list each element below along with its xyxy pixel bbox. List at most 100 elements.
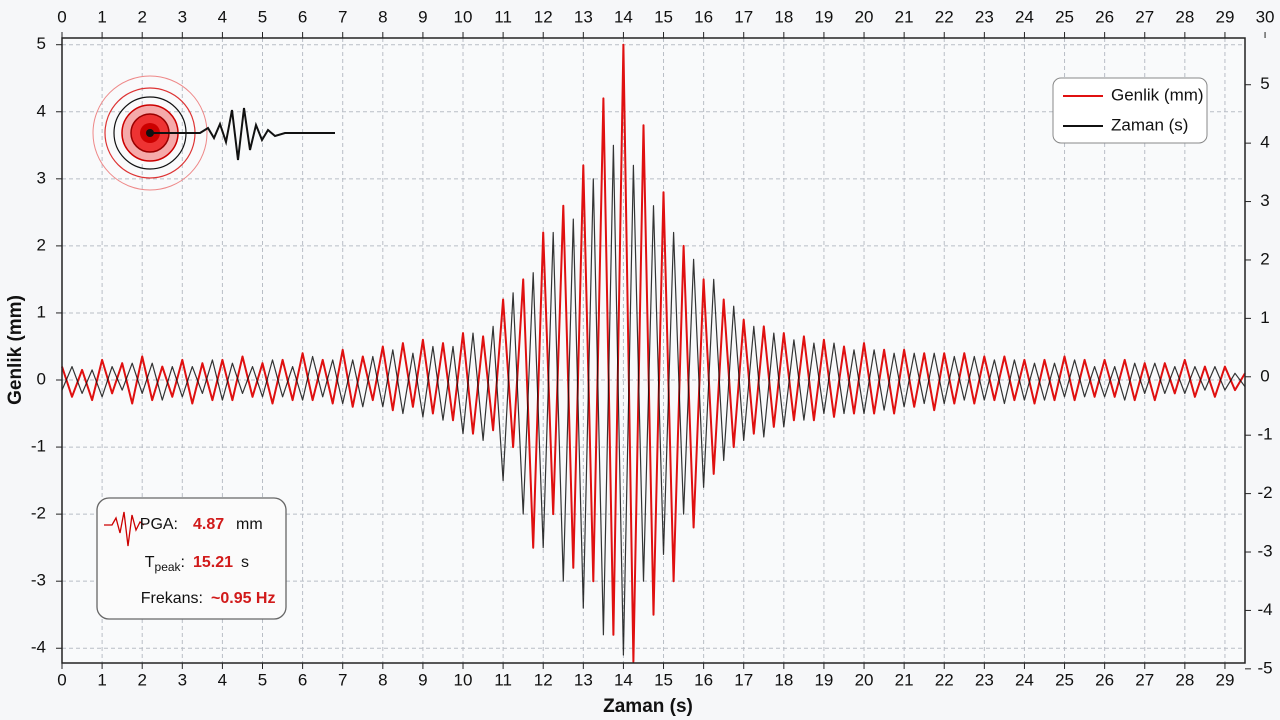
x2-tick-label: 26 <box>1095 7 1114 26</box>
y2-tick-label: 4 <box>1260 133 1269 152</box>
x2-tick-label: 21 <box>895 7 914 26</box>
x-tick-label: 2 <box>137 670 146 689</box>
y-tick-label: -1 <box>31 437 46 456</box>
info-label-main: T <box>145 554 155 571</box>
x-tick-label: 15 <box>654 670 673 689</box>
x-tick-label: 21 <box>895 670 914 689</box>
info-label: PGA: <box>140 516 178 533</box>
x2-tick-label: 23 <box>975 7 994 26</box>
y2-tick-label: 5 <box>1260 74 1269 93</box>
x2-tick-label: 28 <box>1175 7 1194 26</box>
x-tick-label: 24 <box>1015 670 1034 689</box>
x-tick-label: 17 <box>734 670 753 689</box>
x-axis-title: Zaman (s) <box>603 696 693 717</box>
x-tick-label: 7 <box>338 670 347 689</box>
x2-tick-label: 8 <box>378 7 387 26</box>
x2-tick-label: 15 <box>654 7 673 26</box>
seismo-icon <box>92 75 335 191</box>
x2-tick-label: 5 <box>258 7 267 26</box>
x2-tick-label: 12 <box>534 7 553 26</box>
x-tick-label: 10 <box>454 670 473 689</box>
x2-tick-label: 19 <box>814 7 833 26</box>
x-tick-label: 0 <box>57 670 66 689</box>
ring <box>92 75 208 191</box>
x-tick-label: 27 <box>1135 670 1154 689</box>
x2-tick-label: 16 <box>694 7 713 26</box>
lines <box>61 43 1246 663</box>
x2-tick-label: 14 <box>614 7 633 26</box>
info-label: Tpeak: <box>145 554 185 574</box>
y-tick-label: 5 <box>37 34 46 53</box>
x-tick-label: 8 <box>378 670 387 689</box>
y2-tick-label: 3 <box>1260 191 1269 210</box>
x-tick-label: 11 <box>494 670 512 689</box>
info-frame <box>96 497 287 620</box>
info-unit: mm <box>236 516 263 533</box>
y-tick-label: 0 <box>37 369 46 388</box>
x-tick-label: 3 <box>178 670 187 689</box>
x-tick-label: 1 <box>97 670 106 689</box>
x2-tick-label: 6 <box>298 7 307 26</box>
x-tick-label: 28 <box>1175 670 1194 689</box>
x2-tick-label: 20 <box>855 7 874 26</box>
info-value: ~0.95 Hz <box>211 590 275 607</box>
plot-frame <box>61 37 1246 664</box>
y2-tick-label: -1 <box>1257 425 1272 444</box>
y-tick-label: -4 <box>31 638 46 657</box>
y2-tick-label: -3 <box>1257 542 1272 561</box>
x-tick-label: 13 <box>574 670 593 689</box>
y-tick-label: -2 <box>31 504 46 523</box>
axes: 0 1 2 3 4 5 6 7 8 9 10 11 12 13 14 15 16 17 18 19 20 21 22 23 24… <box>31 7 1275 689</box>
y2-tick-label: -5 <box>1257 658 1272 677</box>
info-label-sub: peak <box>155 560 182 574</box>
x-tick-label: 25 <box>1055 670 1074 689</box>
x-tick-label: 6 <box>298 670 307 689</box>
x2-tick-label: 10 <box>454 7 473 26</box>
info-box: PGA: 4.87 mm Tpeak: 15.21 s Frekans: ~0.… <box>96 497 287 620</box>
legend-label: Genlik (mm) <box>1111 85 1204 104</box>
x2-tick-label: 3 <box>178 7 187 26</box>
wave-icon <box>150 107 335 161</box>
x2-tick-label: 4 <box>218 7 227 26</box>
x-tick-label: 9 <box>418 670 427 689</box>
x-tick-label: 4 <box>218 670 227 689</box>
info-label: Frekans: <box>141 590 203 607</box>
y-tick-label: -3 <box>31 571 46 590</box>
x2-tick-label: 22 <box>935 7 954 26</box>
x2-tick-label: 1 <box>97 7 106 26</box>
y2-tick-label: 0 <box>1260 366 1269 385</box>
x-tick-label: 5 <box>258 670 267 689</box>
x2-tick-label: 0 <box>57 7 66 26</box>
x2-tick-label: 27 <box>1135 7 1154 26</box>
legend-label: Zaman (s) <box>1111 115 1188 134</box>
x2-tick-label: 18 <box>774 7 793 26</box>
y-tick-label: 1 <box>37 302 46 321</box>
x2-tick-label: 2 <box>137 7 146 26</box>
x-tick-label: 18 <box>774 670 793 689</box>
x-tick-label: 20 <box>855 670 874 689</box>
x2-tick-label: 13 <box>574 7 593 26</box>
y-axis-title: Genlik (mm) <box>5 295 26 405</box>
info-colon: : <box>181 554 185 571</box>
y2-tick-label: 2 <box>1260 249 1269 268</box>
x-tick-label: 23 <box>975 670 994 689</box>
series-line <box>61 43 1246 663</box>
y2-tick-label: -4 <box>1257 600 1272 619</box>
legend: Genlik (mm) Zaman (s) <box>1052 77 1208 144</box>
x-tick-label: 16 <box>694 670 713 689</box>
x-tick-label: 29 <box>1215 670 1234 689</box>
y2-tick-label: 1 <box>1260 308 1269 327</box>
x-tick-label: 22 <box>935 670 954 689</box>
y-tick-label: 4 <box>37 101 46 120</box>
x-tick-label: 19 <box>814 670 833 689</box>
info-unit: s <box>241 554 249 571</box>
y2-tick-label: -2 <box>1257 483 1272 502</box>
x2-tick-label: 7 <box>338 7 347 26</box>
info-value: 4.87 <box>193 516 224 533</box>
x-tick-label: 26 <box>1095 670 1114 689</box>
x2-tick-label: 9 <box>418 7 427 26</box>
x2-tick-label: 29 <box>1215 7 1234 26</box>
y-tick-label: 3 <box>37 168 46 187</box>
series-line <box>61 144 1246 656</box>
y-tick-label: 2 <box>37 235 46 254</box>
